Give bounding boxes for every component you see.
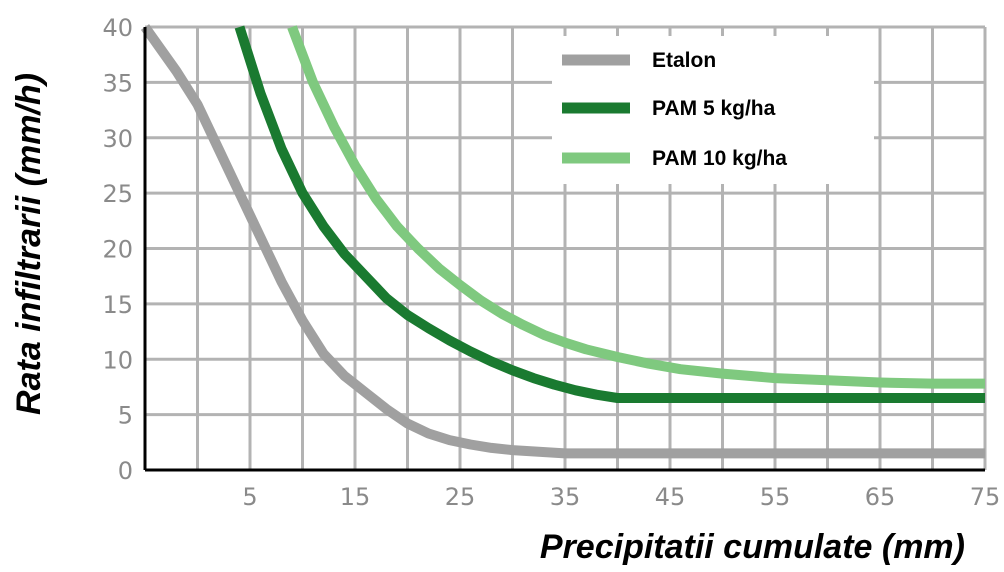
x-tick-label: 35 [550, 483, 581, 511]
x-axis-label: Precipitatii cumulate (mm) [540, 528, 965, 566]
y-tick-label: 5 [118, 402, 133, 430]
y-tick-label: 40 [102, 14, 133, 42]
series-line-3 [287, 25, 985, 389]
y-tick-label: 35 [102, 69, 133, 97]
legend-label-1: Etalon [652, 49, 716, 72]
axes [143, 27, 985, 472]
x-tick-label: 55 [760, 483, 791, 511]
series-line-1 [140, 24, 985, 459]
y-axis-label: Rata infiltrarii (mm/h) [10, 73, 48, 415]
x-tick-label: 25 [445, 483, 476, 511]
x-tick-label: 15 [340, 483, 371, 511]
series-line-2 [234, 25, 985, 403]
x-tick-label: 65 [865, 483, 896, 511]
x-tick-label: 5 [242, 483, 257, 511]
y-tick-label: 30 [102, 125, 133, 153]
series-layer [140, 24, 985, 459]
tick-labels: 5 15 25 35 45 55 65 75 0 5 10 15 20 25 30 35 40 [102, 14, 1000, 511]
x-tick-label: 75 [970, 483, 1001, 511]
y-tick-label: 20 [102, 236, 133, 264]
y-tick-label: 15 [102, 291, 133, 319]
y-tick-label: 10 [102, 346, 133, 374]
y-tick-label: 0 [118, 457, 133, 485]
x-tick-label: 45 [655, 483, 686, 511]
y-tick-label: 25 [102, 180, 133, 208]
legend: Etalon PAM 5 kg/ha PAM 10 kg/ha [552, 36, 874, 184]
legend-label-3: PAM 10 kg/ha [652, 147, 787, 170]
legend-label-2: PAM 5 kg/ha [652, 97, 776, 120]
